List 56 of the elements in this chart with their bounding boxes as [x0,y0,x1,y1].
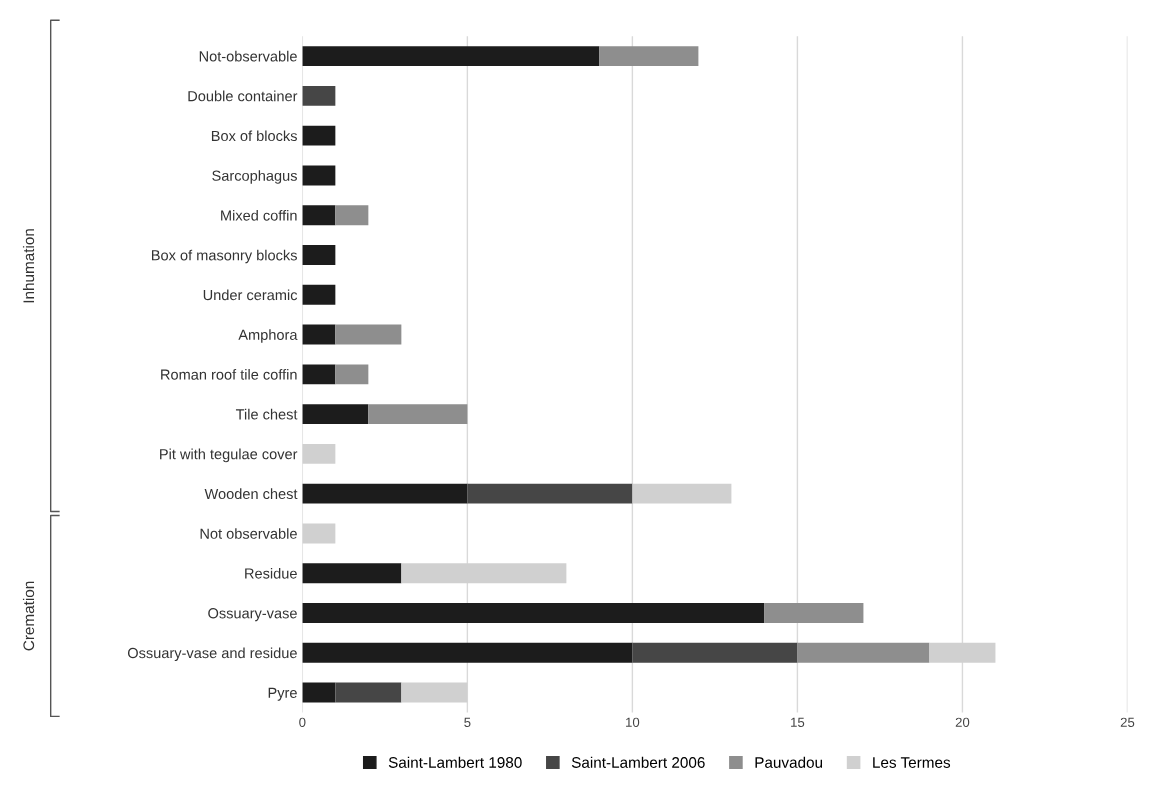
legend-label: Saint-Lambert 2006 [571,756,705,768]
bar [632,642,798,663]
bar [599,46,699,67]
bar [302,404,369,425]
bar [335,205,369,226]
text: Inhumation [22,229,35,303]
y-tick-label: Box of blocks [211,130,297,142]
bar [302,563,402,584]
x-tick-label: 0 [299,717,306,727]
y-tick-label: Mixed coffin [221,209,297,221]
bar [797,642,930,663]
y-tick-label: Ossuary-vase and residue [127,647,297,662]
bar [302,205,336,226]
legend-label: Les Termes [873,757,951,768]
x-tick-label: 25 [1120,717,1135,727]
y-tick-label: Roman roof tile coffin [161,369,297,380]
bar [302,165,336,186]
bar [302,483,468,504]
bar [335,324,402,345]
y-tick-label: Amphora [238,329,298,343]
bar [302,125,336,146]
x-tick-label: 20 [955,717,970,727]
y-tick-label: Ossuary-vase [208,608,297,622]
legend-label: Pauvadou [755,756,823,768]
y-tick-label: Sarcophagus [212,170,297,184]
x-tick-label: 10 [626,717,640,727]
bar [302,46,600,67]
y-tick-label: Not-observable [199,50,297,62]
bar [302,682,336,703]
y-tick-label: Not observable [200,528,297,539]
y-tick-label: Under ceramic [203,289,298,301]
bar [302,364,336,385]
x-tick-label: 15 [791,717,805,727]
y-tick-label: Pyre [268,687,297,701]
y-tick-label: Wooden chest [204,488,298,500]
y-tick-label: Residue [245,567,297,579]
y-tick-label: Pit with tegulae cover [160,448,298,463]
bar [302,85,336,106]
text: Cremation [22,581,35,651]
x-tick-label: 5 [464,717,471,727]
bar [335,682,402,703]
bar [764,603,864,623]
bar [302,324,336,345]
bar [302,443,336,464]
bar [368,404,468,425]
bar [302,284,336,305]
bar [335,364,369,385]
bar [302,523,336,544]
y-tick-label: Double container [188,90,298,102]
bar [302,642,633,663]
y-tick-label: Tile chest [235,408,298,420]
y-tick-label: Box of masonry blocks [151,249,297,264]
bar [302,245,336,265]
bar [302,603,765,623]
legend-label: Saint-Lambert 1980 [388,756,522,768]
bar [467,483,633,504]
